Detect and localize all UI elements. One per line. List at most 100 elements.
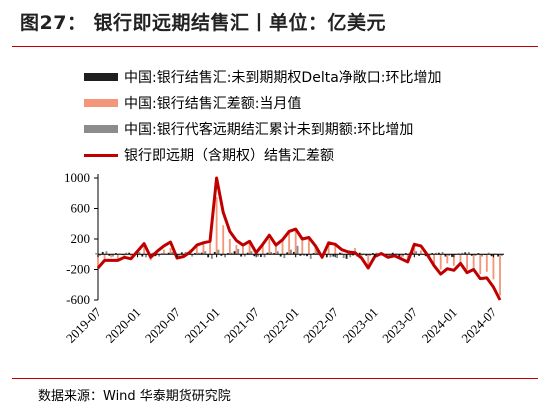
bar-spot-net xyxy=(334,242,337,255)
page-title: 图27： 银行即远期结售汇丨单位：亿美元 xyxy=(20,12,387,34)
bar-forward-outstanding xyxy=(309,254,312,259)
bar-net-open-position xyxy=(194,253,196,255)
bar-forward-outstanding xyxy=(448,254,451,256)
legend-label-combined-line: 银行即远期（含期权）结售汇差额 xyxy=(124,148,334,164)
bar-spot-net xyxy=(314,245,317,255)
bar-forward-outstanding xyxy=(98,254,101,256)
legend-item-combined-line: 银行即远期（含期权）结售汇差额 xyxy=(84,142,442,168)
bar-net-open-position xyxy=(444,254,447,257)
bar-net-open-position xyxy=(180,252,183,255)
bar-net-open-position xyxy=(273,253,276,255)
y-tick-label: 600 xyxy=(71,201,91,216)
bar-spot-net xyxy=(209,235,211,255)
legend-swatch-combined-line xyxy=(84,153,118,157)
bar-forward-outstanding xyxy=(210,254,213,259)
bar-forward-outstanding xyxy=(415,251,418,255)
y-tick-label: 200 xyxy=(71,231,91,246)
bar-spot-net xyxy=(235,245,238,255)
bar-net-open-position xyxy=(207,254,210,258)
bar-net-open-position xyxy=(470,254,473,256)
y-tick-label: 1000 xyxy=(64,170,90,185)
bar-forward-outstanding xyxy=(145,254,147,258)
bar-forward-outstanding xyxy=(237,248,240,255)
bar-net-open-position xyxy=(332,254,335,257)
bar-forward-outstanding xyxy=(500,254,503,256)
x-tick-label: 2024-07 xyxy=(458,304,500,346)
x-tick-label: 2020-01 xyxy=(102,305,143,346)
bar-net-open-position xyxy=(352,254,355,256)
chart-legend: 中国:银行结售汇:未到期期权Delta净敞口:环比增加 中国:银行结售汇差额:当… xyxy=(84,64,442,168)
bar-net-open-position xyxy=(167,252,170,255)
bar-forward-outstanding xyxy=(243,254,246,257)
bar-forward-outstanding xyxy=(435,252,437,255)
bar-forward-outstanding xyxy=(290,249,292,255)
bar-spot-net xyxy=(275,242,277,255)
bar-spot-net xyxy=(327,242,330,255)
bar-forward-outstanding xyxy=(375,252,378,255)
bar-forward-outstanding xyxy=(125,252,128,255)
bar-forward-outstanding xyxy=(329,254,332,258)
bar-spot-net xyxy=(400,254,403,259)
legend-item-net-open-position: 中国:银行结售汇:未到期期权Delta净敞口:环比增加 xyxy=(84,64,442,90)
bar-net-open-position xyxy=(246,252,249,255)
bar-spot-net xyxy=(413,248,416,255)
bar-spot-net xyxy=(301,240,304,255)
bar-spot-net xyxy=(116,254,119,260)
bar-net-open-position xyxy=(490,254,493,257)
bar-spot-net xyxy=(110,254,113,258)
bar-forward-outstanding xyxy=(250,251,253,255)
x-tick-label: 2019-07 xyxy=(63,304,105,346)
bar-spot-net xyxy=(242,246,244,255)
bar-forward-outstanding xyxy=(138,251,141,255)
bar-net-open-position xyxy=(464,252,467,255)
bar-net-open-position xyxy=(424,254,427,257)
bar-forward-outstanding xyxy=(112,254,114,257)
bar-forward-outstanding xyxy=(184,251,187,255)
bar-spot-net xyxy=(281,239,284,255)
bar-forward-outstanding xyxy=(224,254,226,258)
bar-net-open-position xyxy=(259,254,262,257)
bar-net-open-position xyxy=(154,254,157,257)
bar-net-open-position xyxy=(325,254,328,258)
bar-net-open-position xyxy=(372,253,374,255)
bar-spot-net xyxy=(248,240,251,255)
bar-forward-outstanding xyxy=(257,254,259,257)
bar-net-open-position xyxy=(418,254,420,256)
bar-spot-net xyxy=(360,254,363,259)
bar-spot-net xyxy=(103,254,106,259)
bar-net-open-position xyxy=(233,251,236,255)
bar-forward-outstanding xyxy=(303,254,306,256)
bar-spot-net xyxy=(446,254,449,264)
legend-swatch-forward-outstanding xyxy=(84,125,118,133)
bar-net-open-position xyxy=(345,254,348,259)
bar-forward-outstanding xyxy=(197,252,200,255)
bar-spot-net xyxy=(367,254,370,266)
bar-spot-net xyxy=(452,254,455,266)
bar-spot-net xyxy=(459,254,462,264)
bar-spot-net xyxy=(307,237,310,255)
bar-spot-net xyxy=(130,254,132,257)
bar-forward-outstanding xyxy=(487,252,490,255)
bar-forward-outstanding xyxy=(191,254,194,257)
bar-net-open-position xyxy=(339,252,341,255)
series-line-combined xyxy=(96,176,502,301)
bar-net-open-position xyxy=(437,252,440,255)
bar-net-open-position xyxy=(227,253,229,255)
y-tick-label: -600 xyxy=(66,292,90,307)
bar-forward-outstanding xyxy=(178,254,180,256)
legend-item-forward-outstanding: 中国:银行代客远期结汇累计未到期额:环比增加 xyxy=(84,116,442,142)
source-note: 数据来源：Wind 华泰期货研究院 xyxy=(38,389,231,404)
bar-net-open-position xyxy=(253,254,256,257)
legend-swatch-net-open-position xyxy=(84,73,118,81)
bar-spot-net xyxy=(479,254,482,275)
bar-forward-outstanding xyxy=(349,254,352,258)
bar-forward-outstanding xyxy=(217,249,220,255)
bar-forward-outstanding xyxy=(105,251,108,255)
bar-spot-net xyxy=(97,254,99,267)
bar-spot-net xyxy=(143,245,146,255)
bar-net-open-position xyxy=(279,254,282,257)
bar-spot-net xyxy=(419,250,422,255)
bar-net-open-position xyxy=(391,252,394,255)
bar-spot-net xyxy=(162,249,165,255)
x-tick-label: 2021-07 xyxy=(221,304,263,346)
